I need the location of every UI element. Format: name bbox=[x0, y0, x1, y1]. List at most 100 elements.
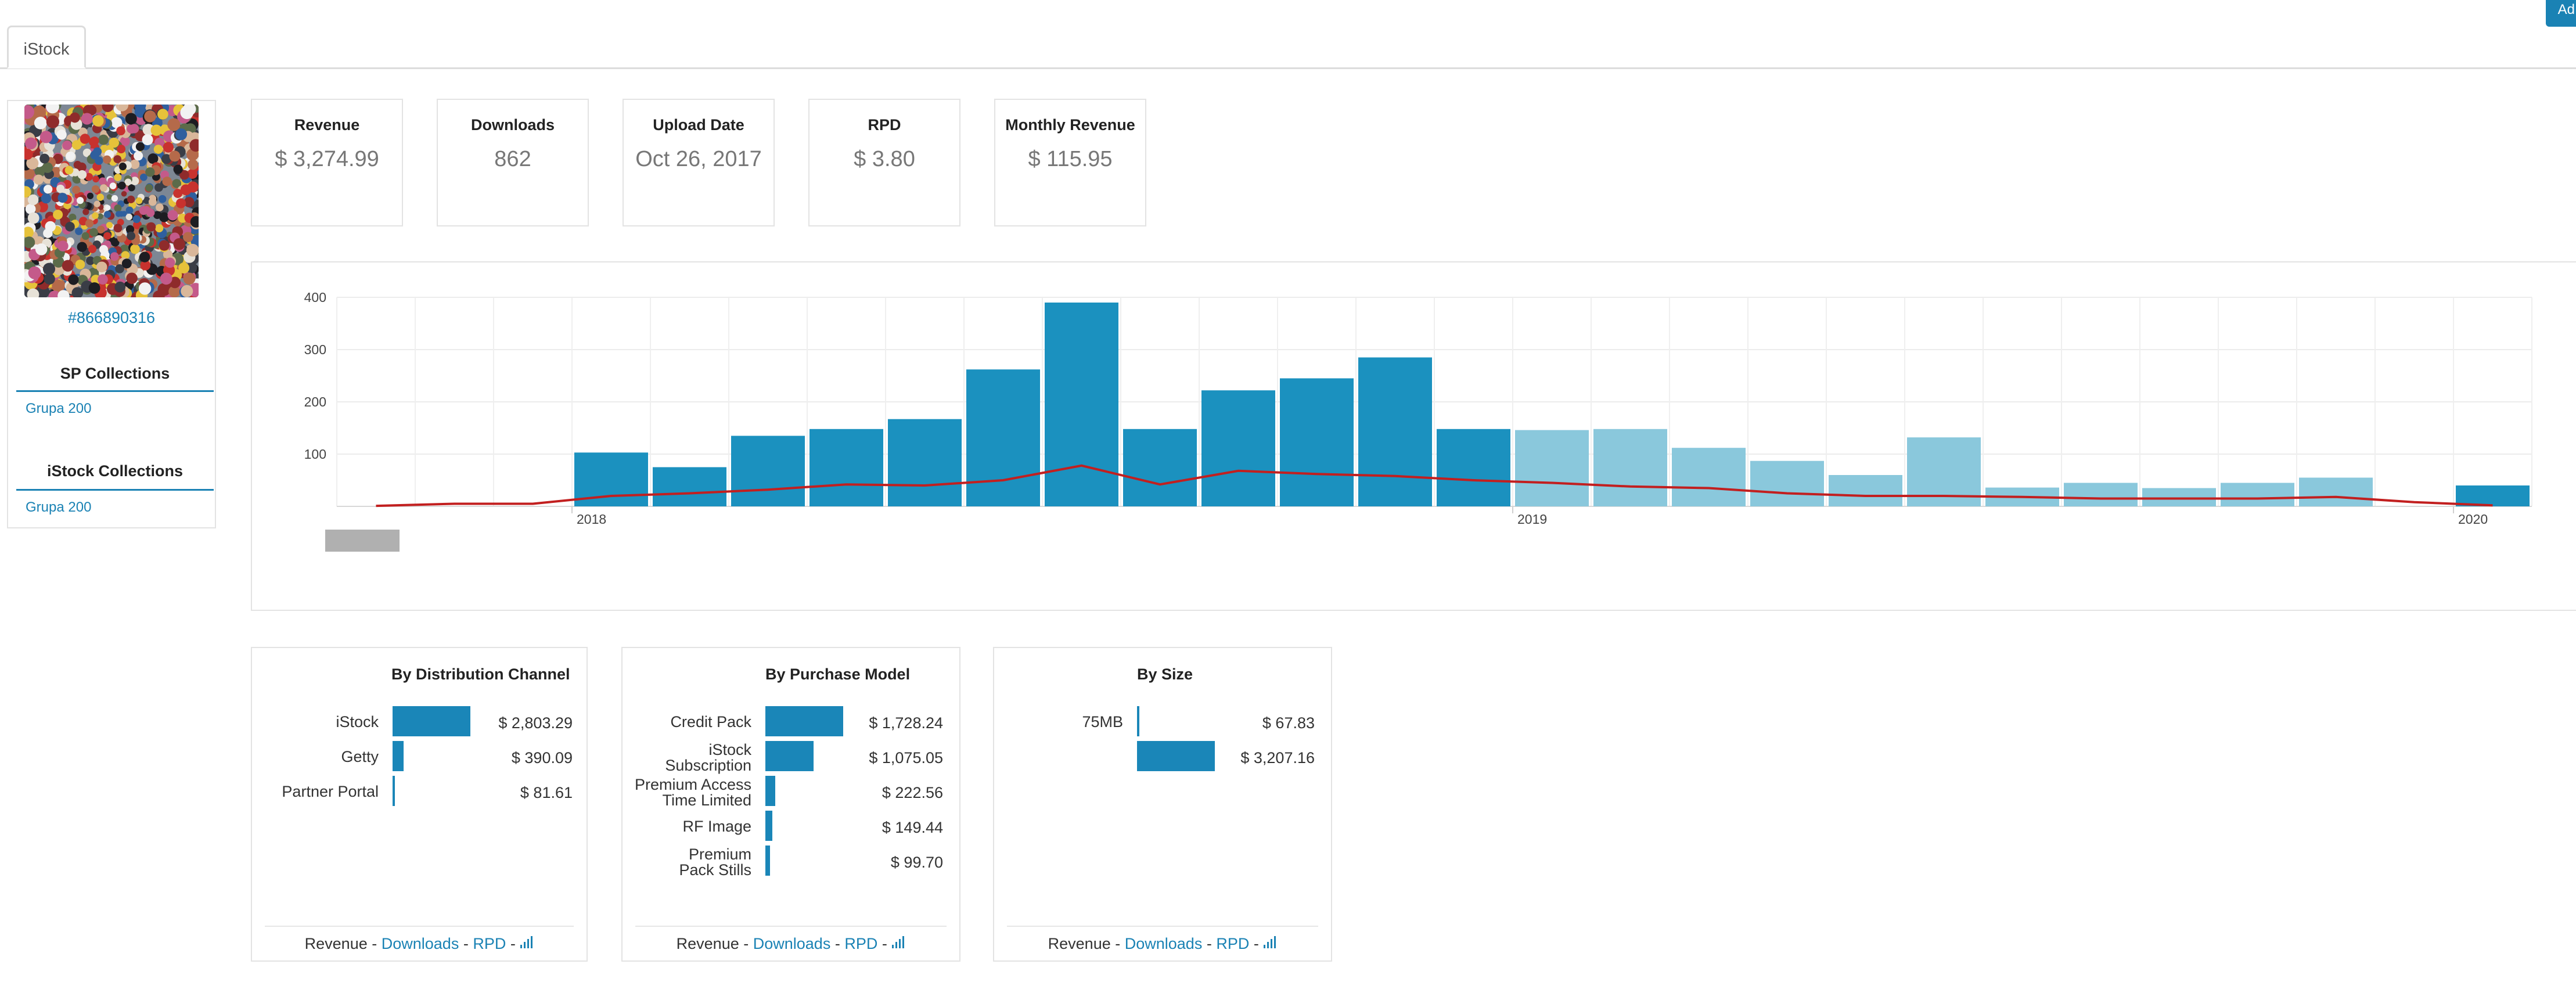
revenue-bar[interactable] bbox=[1123, 429, 1197, 506]
top-right-button[interactable]: Ad bbox=[2546, 0, 2576, 27]
revenue-bar[interactable] bbox=[2064, 483, 2138, 507]
crowd-person bbox=[111, 238, 120, 247]
crowd-person bbox=[56, 184, 65, 193]
revenue-bar[interactable] bbox=[1437, 429, 1510, 506]
crowd-person bbox=[44, 273, 55, 285]
istock-collection-item[interactable]: Grupa 200 bbox=[26, 499, 92, 515]
crowd-person bbox=[87, 192, 94, 200]
revenue-bar[interactable] bbox=[2221, 483, 2294, 507]
revenue-bar[interactable] bbox=[1750, 460, 1824, 506]
crowd-person bbox=[66, 151, 75, 161]
tab-istock[interactable]: iStock bbox=[7, 26, 86, 69]
crowd-person bbox=[88, 244, 97, 253]
crowd-person bbox=[77, 197, 84, 204]
footer-downloads-link[interactable]: Downloads bbox=[753, 935, 831, 952]
footer-downloads-link[interactable]: Downloads bbox=[1124, 935, 1203, 952]
sp-collection-item[interactable]: Grupa 200 bbox=[26, 401, 92, 416]
crowd-person bbox=[109, 137, 120, 148]
revenue-bar[interactable] bbox=[1829, 475, 1902, 506]
breakdown-row-value: $ 2,803.29 bbox=[498, 714, 573, 732]
bar-chart-icon[interactable] bbox=[520, 936, 534, 949]
breakdown-title: By Purchase Model bbox=[765, 665, 911, 683]
chart-scroll-handle[interactable] bbox=[325, 530, 400, 552]
revenue-bar[interactable] bbox=[731, 436, 805, 507]
crowd-person bbox=[188, 159, 199, 170]
crowd-person bbox=[75, 227, 83, 235]
monthly-revenue-chart: 100 200 300 400 2018 2019 2020 bbox=[304, 290, 2532, 552]
crowd-person bbox=[85, 219, 94, 228]
footer-revenue[interactable]: Revenue bbox=[1048, 935, 1111, 952]
crowd-person bbox=[69, 112, 80, 123]
footer-rpd-link[interactable]: RPD bbox=[1216, 935, 1250, 952]
revenue-bar[interactable] bbox=[1358, 357, 1432, 507]
breakdown-row-value: $ 67.83 bbox=[1262, 714, 1315, 732]
crowd-person bbox=[175, 128, 188, 141]
breakdown-row-bar bbox=[1137, 741, 1215, 771]
crowd-person bbox=[89, 228, 98, 237]
revenue-bar[interactable] bbox=[1672, 448, 1746, 506]
crowd-person bbox=[80, 134, 91, 144]
x-tick-label: 2018 bbox=[577, 512, 606, 527]
revenue-bar[interactable] bbox=[2299, 477, 2373, 507]
crowd-person bbox=[34, 117, 47, 129]
crowd-person bbox=[117, 145, 126, 154]
stat-card-monthly-revenue: Monthly Revenue $ 115.95 bbox=[994, 99, 1146, 226]
crowd-person bbox=[109, 182, 117, 189]
breakdown-row-bar bbox=[1137, 706, 1139, 736]
x-tick-label: 2019 bbox=[1517, 512, 1547, 527]
footer-rpd-link[interactable]: RPD bbox=[844, 935, 878, 952]
crowd-person bbox=[75, 260, 85, 269]
crowd-person bbox=[183, 272, 196, 285]
footer-divider bbox=[635, 926, 947, 927]
revenue-bar[interactable] bbox=[966, 369, 1040, 506]
breakdown-row-value: $ 222.56 bbox=[882, 784, 943, 801]
breakdown-row-value: $ 149.44 bbox=[882, 819, 943, 836]
asset-id-link[interactable]: #866890316 bbox=[67, 309, 156, 326]
crowd-person bbox=[182, 232, 193, 243]
revenue-chart-panel bbox=[251, 261, 2576, 611]
revenue-bar[interactable] bbox=[1593, 429, 1667, 506]
crowd-person bbox=[173, 164, 183, 174]
bar-chart-icon[interactable] bbox=[1263, 936, 1277, 949]
revenue-bar[interactable] bbox=[1515, 430, 1589, 506]
crowd-person bbox=[65, 221, 75, 232]
crowd-person bbox=[103, 232, 111, 240]
asset-sidebar bbox=[7, 100, 216, 528]
crowd-person bbox=[105, 205, 111, 211]
revenue-bar[interactable] bbox=[1045, 303, 1118, 506]
revenue-bar[interactable] bbox=[810, 429, 883, 506]
crowd-person bbox=[72, 185, 81, 194]
breakdown-row-label: Partner Portal bbox=[282, 784, 379, 800]
crowd-person bbox=[187, 168, 198, 179]
breakdown-row-bar bbox=[765, 811, 772, 841]
breakdown-row-value: $ 1,075.05 bbox=[869, 749, 943, 767]
bar-chart-icon[interactable] bbox=[891, 936, 905, 949]
crowd-person bbox=[77, 242, 87, 252]
revenue-bar[interactable] bbox=[1201, 390, 1275, 506]
crowd-person bbox=[153, 211, 161, 220]
crowd-person bbox=[140, 260, 151, 271]
revenue-bar[interactable] bbox=[888, 419, 962, 506]
footer-sep: - bbox=[459, 935, 473, 952]
crowd-person bbox=[27, 212, 39, 224]
crowd-person bbox=[163, 142, 174, 153]
crowd-person bbox=[121, 251, 130, 260]
crowd-person bbox=[69, 213, 77, 221]
footer-revenue[interactable]: Revenue bbox=[676, 935, 739, 952]
crowd-person bbox=[140, 173, 147, 181]
revenue-bar[interactable] bbox=[653, 467, 726, 507]
footer-downloads-link[interactable]: Downloads bbox=[381, 935, 459, 952]
crowd-person bbox=[144, 110, 156, 123]
revenue-bar[interactable] bbox=[1280, 378, 1354, 507]
revenue-bar[interactable] bbox=[2456, 485, 2530, 506]
crowd-person bbox=[102, 105, 114, 112]
stat-label: Downloads bbox=[470, 116, 555, 134]
crowd-person bbox=[62, 140, 72, 150]
footer-revenue[interactable]: Revenue bbox=[304, 935, 368, 952]
crowd-person bbox=[42, 162, 53, 173]
revenue-bar[interactable] bbox=[2142, 488, 2216, 507]
label-line: Pack Stills bbox=[679, 861, 751, 879]
footer-rpd-link[interactable]: RPD bbox=[473, 935, 506, 952]
crowd-person bbox=[130, 244, 140, 254]
asset-thumbnail[interactable] bbox=[24, 105, 199, 297]
